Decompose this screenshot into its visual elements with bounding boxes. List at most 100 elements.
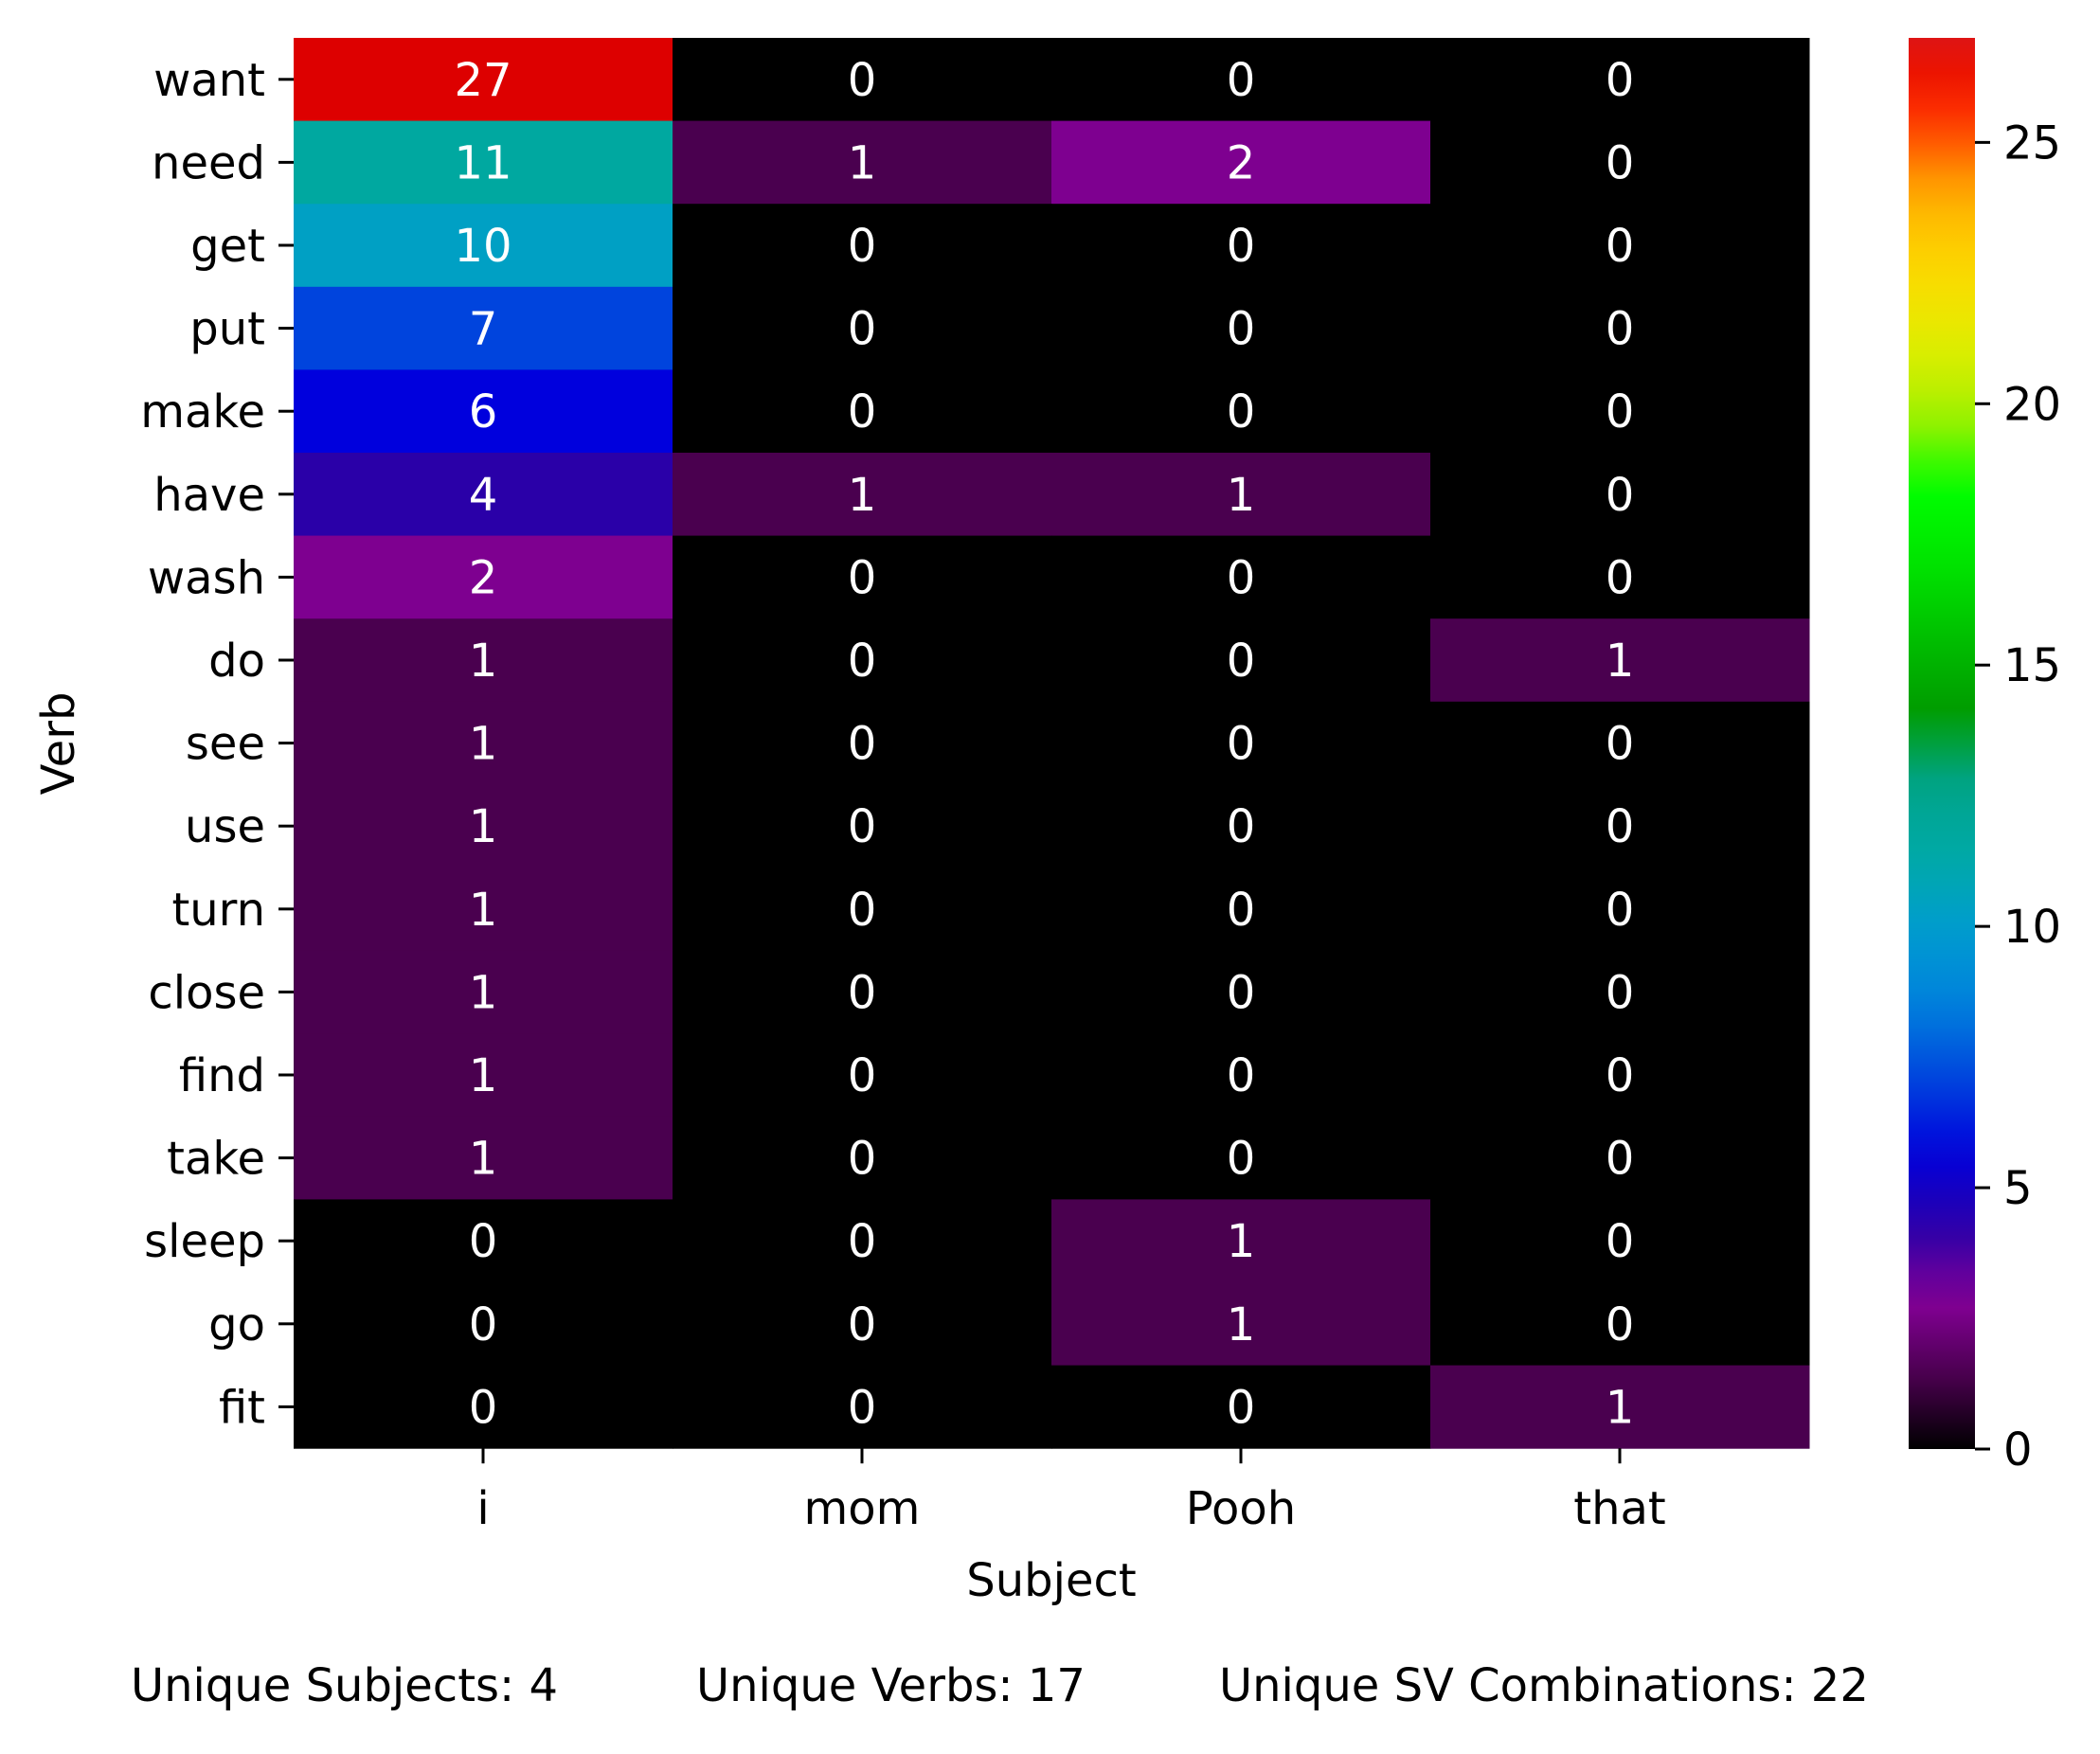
cell-label: 1 xyxy=(469,884,498,937)
y-tick-label: sleep xyxy=(144,1215,265,1268)
cell-label: 1 xyxy=(1227,1298,1256,1351)
heatmap-cell xyxy=(294,369,673,454)
cell-label: 0 xyxy=(848,303,877,356)
heatmap-cell xyxy=(673,701,1052,785)
cell-label: 0 xyxy=(1606,966,1635,1019)
heatmap-cell xyxy=(673,535,1052,619)
heatmap-cell xyxy=(1430,868,1810,952)
unique-sv-combinations-stat: Unique SV Combinations: 22 xyxy=(1219,1659,1869,1712)
colorbar-tick-label: 25 xyxy=(2003,116,2061,170)
colorbar-tick-label: 20 xyxy=(2003,378,2061,431)
x-tick-label: that xyxy=(1573,1482,1665,1535)
cell-label: 10 xyxy=(454,220,512,273)
heatmap-cell xyxy=(1051,120,1431,205)
cell-label: 1 xyxy=(1606,1381,1635,1434)
y-tick-label: turn xyxy=(171,884,265,937)
cell-label: 0 xyxy=(1227,303,1256,356)
heatmap-cell xyxy=(673,1116,1052,1200)
y-tick-label: put xyxy=(189,303,265,356)
y-tick-label: want xyxy=(153,54,265,107)
cell-label: 0 xyxy=(848,884,877,937)
heatmap-cell xyxy=(1051,1116,1431,1200)
heatmap-cell xyxy=(1430,1116,1810,1200)
heatmap-cell xyxy=(1051,784,1431,868)
y-tick-label: see xyxy=(186,718,265,771)
cell-label: 0 xyxy=(1227,718,1256,771)
cell-label: 0 xyxy=(1227,884,1256,937)
cell-label: 1 xyxy=(848,136,877,189)
cell-label: 0 xyxy=(848,551,877,604)
cell-label: 0 xyxy=(469,1298,498,1351)
y-tick-label: use xyxy=(185,800,265,853)
heatmap-cell xyxy=(1051,868,1431,952)
heatmap-cell xyxy=(1430,204,1810,288)
heatmap-cell xyxy=(1430,701,1810,785)
cell-label: 0 xyxy=(1606,718,1635,771)
cell-label: 0 xyxy=(848,1381,877,1434)
colorbar xyxy=(1909,38,1975,1449)
heatmap-cell xyxy=(294,1033,673,1118)
y-tick-label: wash xyxy=(148,551,265,604)
y-tick-label: close xyxy=(148,966,265,1019)
heatmap-cell xyxy=(673,618,1052,703)
cell-label: 0 xyxy=(1227,551,1256,604)
heatmap-cell xyxy=(294,1199,673,1283)
heatmap-cell xyxy=(673,950,1052,1034)
colorbar-tick-label: 5 xyxy=(2003,1162,2033,1215)
cell-label: 0 xyxy=(848,1049,877,1102)
heatmap-cell xyxy=(1051,1282,1431,1367)
heatmap-cell xyxy=(294,453,673,537)
heatmap-cell xyxy=(294,1282,673,1367)
heatmap-cell xyxy=(673,204,1052,288)
cell-label: 2 xyxy=(1227,136,1256,189)
y-tick-label: find xyxy=(179,1049,265,1102)
heatmap-cell xyxy=(1430,453,1810,537)
heatmap-cell xyxy=(1051,1033,1431,1118)
heatmap-cell xyxy=(1430,1199,1810,1283)
heatmap-cell xyxy=(1430,950,1810,1034)
cell-label: 1 xyxy=(469,800,498,853)
heatmap-cell xyxy=(1051,950,1431,1034)
cell-label: 0 xyxy=(1606,1049,1635,1102)
cell-label: 1 xyxy=(469,718,498,771)
cell-label: 0 xyxy=(848,635,877,688)
heatmap-cell xyxy=(673,1033,1052,1118)
heatmap-cell xyxy=(673,286,1052,370)
heatmap-cell xyxy=(294,784,673,868)
cell-label: 0 xyxy=(1227,800,1256,853)
y-axis: want need get put make have wash do see use turn cl… xyxy=(140,54,294,1434)
heatmap-cell xyxy=(294,38,673,122)
x-tick-label: i xyxy=(476,1482,489,1535)
heatmap-cell xyxy=(294,120,673,205)
heatmap-cell xyxy=(1051,701,1431,785)
cell-label: 0 xyxy=(1606,1133,1635,1186)
y-tick-label: make xyxy=(140,385,265,438)
heatmap-cell xyxy=(294,618,673,703)
heatmap-cell xyxy=(673,1199,1052,1283)
cell-label: 0 xyxy=(848,220,877,273)
cell-label: 0 xyxy=(1606,303,1635,356)
cell-label: 0 xyxy=(1227,635,1256,688)
cell-label: 0 xyxy=(848,718,877,771)
cell-label: 27 xyxy=(454,54,512,107)
y-tick-label: take xyxy=(167,1133,265,1186)
cell-label: 1 xyxy=(1227,469,1256,522)
heatmap-cell xyxy=(1051,38,1431,122)
colorbar-tick-label: 10 xyxy=(2003,901,2061,954)
heatmap-cell xyxy=(1430,369,1810,454)
cell-label: 7 xyxy=(469,303,498,356)
y-axis-title: Verb xyxy=(32,692,85,796)
heatmap-cell xyxy=(1430,286,1810,370)
x-axis: i mom Pooh that xyxy=(476,1448,1666,1535)
unique-verbs-stat: Unique Verbs: 17 xyxy=(696,1659,1086,1712)
heatmap-cell xyxy=(1051,1365,1431,1449)
heatmap-cell xyxy=(294,286,673,370)
x-axis-title: Subject xyxy=(966,1554,1136,1607)
cell-label: 0 xyxy=(1227,966,1256,1019)
cell-label: 0 xyxy=(1227,1381,1256,1434)
heatmap-cell xyxy=(673,453,1052,537)
cell-label: 0 xyxy=(1606,54,1635,107)
heatmap-cell xyxy=(294,868,673,952)
heatmap-cell xyxy=(1430,618,1810,703)
